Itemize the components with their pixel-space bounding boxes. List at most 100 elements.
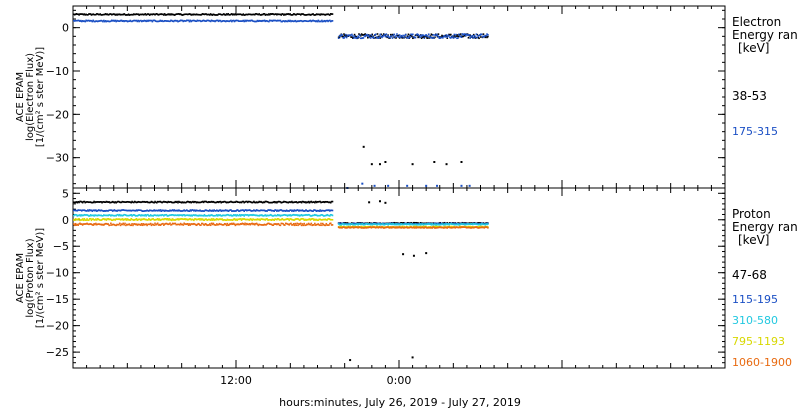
data-point — [220, 13, 223, 16]
data-point — [426, 222, 428, 224]
outlier-point — [387, 184, 390, 187]
data-point — [316, 219, 319, 222]
data-point — [120, 214, 123, 217]
data-point — [110, 215, 112, 217]
data-point — [108, 209, 110, 212]
data-point — [459, 225, 462, 228]
data-point — [278, 224, 281, 226]
data-point — [344, 36, 346, 38]
data-point — [351, 222, 353, 224]
data-point — [193, 200, 196, 203]
data-point — [247, 223, 250, 226]
data-point — [172, 223, 175, 225]
y-tick-label: −25 — [46, 346, 69, 359]
data-point — [118, 20, 121, 23]
data-point — [181, 223, 184, 226]
data-point — [208, 13, 210, 16]
data-point — [156, 209, 159, 212]
data-point — [164, 209, 167, 212]
data-point — [283, 209, 285, 212]
electron-legend-title-3: [keV] — [738, 41, 769, 55]
data-point — [330, 218, 333, 221]
data-point — [194, 214, 197, 216]
data-point — [463, 226, 465, 228]
data-point — [298, 218, 300, 221]
proton-legend-title-3: [keV] — [738, 233, 769, 247]
data-point — [117, 224, 119, 226]
data-point — [128, 219, 131, 221]
data-point — [108, 214, 110, 216]
data-point — [338, 226, 341, 229]
data-point — [312, 13, 314, 15]
data-point — [484, 34, 487, 37]
data-point — [443, 225, 446, 228]
data-point — [118, 13, 121, 16]
data-point — [442, 222, 444, 224]
data-point — [405, 226, 408, 228]
data-point — [122, 201, 125, 203]
data-point — [88, 201, 90, 204]
data-point — [146, 13, 148, 16]
data-point — [104, 214, 107, 217]
data-point — [143, 200, 146, 203]
data-point — [412, 221, 415, 224]
data-point — [274, 19, 276, 22]
x-tick-label: 0:00 — [387, 374, 412, 387]
data-point — [132, 224, 134, 227]
data-point — [232, 214, 235, 216]
data-point — [304, 218, 306, 221]
data-point — [145, 210, 147, 212]
data-point — [194, 218, 197, 220]
data-point — [190, 20, 193, 23]
data-point — [460, 223, 463, 225]
data-point — [393, 33, 396, 36]
data-point — [142, 13, 145, 16]
data-point — [241, 20, 244, 22]
data-point — [222, 214, 224, 216]
data-point — [321, 214, 324, 217]
data-point — [442, 35, 444, 37]
data-point — [74, 13, 77, 16]
data-point — [315, 210, 318, 212]
data-point — [299, 214, 302, 217]
data-point — [132, 20, 134, 22]
data-point — [217, 218, 220, 221]
data-point — [216, 201, 218, 203]
data-point — [415, 34, 418, 36]
data-point — [237, 214, 239, 217]
data-point — [152, 223, 155, 226]
data-point — [233, 13, 236, 16]
data-point — [140, 13, 143, 16]
proton-y-ticks: 50−5−10−15−20−25 — [46, 187, 725, 369]
data-point — [300, 224, 303, 227]
data-point — [344, 33, 347, 36]
data-point — [173, 201, 176, 204]
data-point — [140, 20, 143, 23]
data-point — [116, 223, 118, 226]
data-point — [84, 214, 87, 216]
data-point — [303, 214, 306, 216]
data-point — [134, 201, 137, 203]
data-point — [192, 209, 194, 211]
data-point — [120, 209, 123, 211]
data-point — [314, 213, 316, 216]
data-point — [183, 13, 185, 16]
data-point — [378, 226, 381, 228]
data-point — [361, 34, 364, 36]
data-point — [458, 226, 461, 229]
data-point — [276, 13, 278, 16]
data-point — [142, 210, 145, 212]
electron-ylabel-line-3: [1/(cm² s ster MeV)] — [35, 47, 46, 147]
data-point — [429, 36, 432, 38]
data-point — [452, 226, 455, 229]
data-point — [302, 224, 305, 227]
data-point — [277, 210, 280, 212]
data-point — [267, 219, 269, 222]
data-point — [427, 227, 430, 229]
data-point — [287, 223, 290, 226]
data-point — [184, 210, 186, 212]
data-point — [225, 201, 228, 204]
data-point — [91, 13, 94, 16]
data-point — [363, 33, 366, 36]
data-point — [178, 218, 181, 220]
